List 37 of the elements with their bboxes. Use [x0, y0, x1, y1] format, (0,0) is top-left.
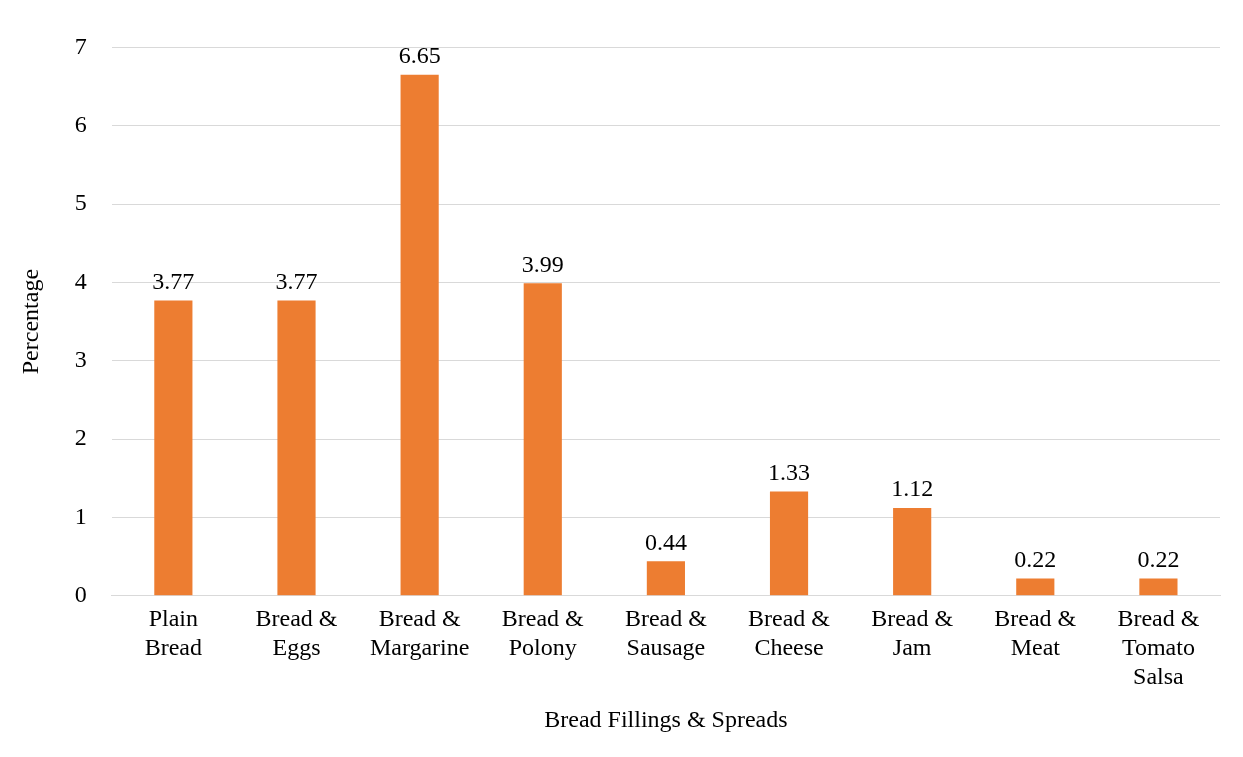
- data-label: 3.99: [521, 250, 564, 277]
- data-label: 3.77: [152, 267, 195, 294]
- data-label: 3.77: [275, 267, 318, 294]
- y-tick-label: 1: [74, 502, 87, 529]
- x-tick-label: Bread & Polony: [501, 605, 585, 661]
- y-tick-label: 6: [74, 111, 87, 138]
- x-tick-label: Bread & Margarine: [369, 605, 470, 661]
- x-axis-title: Bread Fillings & Spreads: [544, 705, 788, 732]
- x-tick-label: Bread & Meat: [994, 605, 1077, 661]
- y-tick-label: 2: [74, 424, 87, 451]
- data-label: 0.44: [644, 528, 687, 555]
- x-tick-label: Bread & Sausage: [624, 605, 708, 661]
- y-tick-label: 5: [74, 189, 87, 216]
- x-tick-label: Bread & Tomato Salsa: [1117, 605, 1200, 690]
- x-tick-label: Bread & Cheese: [748, 605, 831, 661]
- bar: [154, 300, 193, 596]
- y-tick-label: 0: [74, 581, 87, 608]
- y-axis-title: Percentage: [16, 268, 43, 375]
- data-label: 6.65: [398, 42, 441, 69]
- y-tick-label: 7: [74, 32, 87, 59]
- data-label: 1.33: [768, 458, 811, 485]
- x-tick-label: Bread & Eggs: [255, 605, 338, 661]
- data-label: 0.22: [1014, 545, 1057, 572]
- data-label: 1.12: [891, 475, 934, 502]
- y-tick-label: 4: [74, 267, 87, 294]
- bar: [769, 491, 809, 596]
- bar: [1139, 578, 1178, 596]
- y-tick-label: 3: [74, 346, 87, 373]
- x-tick-label: Plain Bread: [144, 605, 203, 661]
- bar: [893, 508, 932, 596]
- bar: [523, 283, 562, 596]
- data-label: 0.22: [1137, 545, 1180, 572]
- bar: [277, 300, 316, 596]
- bar: [1016, 578, 1055, 596]
- bar: [400, 74, 439, 596]
- bar: [646, 561, 685, 596]
- x-tick-label: Bread & Jam: [871, 605, 954, 661]
